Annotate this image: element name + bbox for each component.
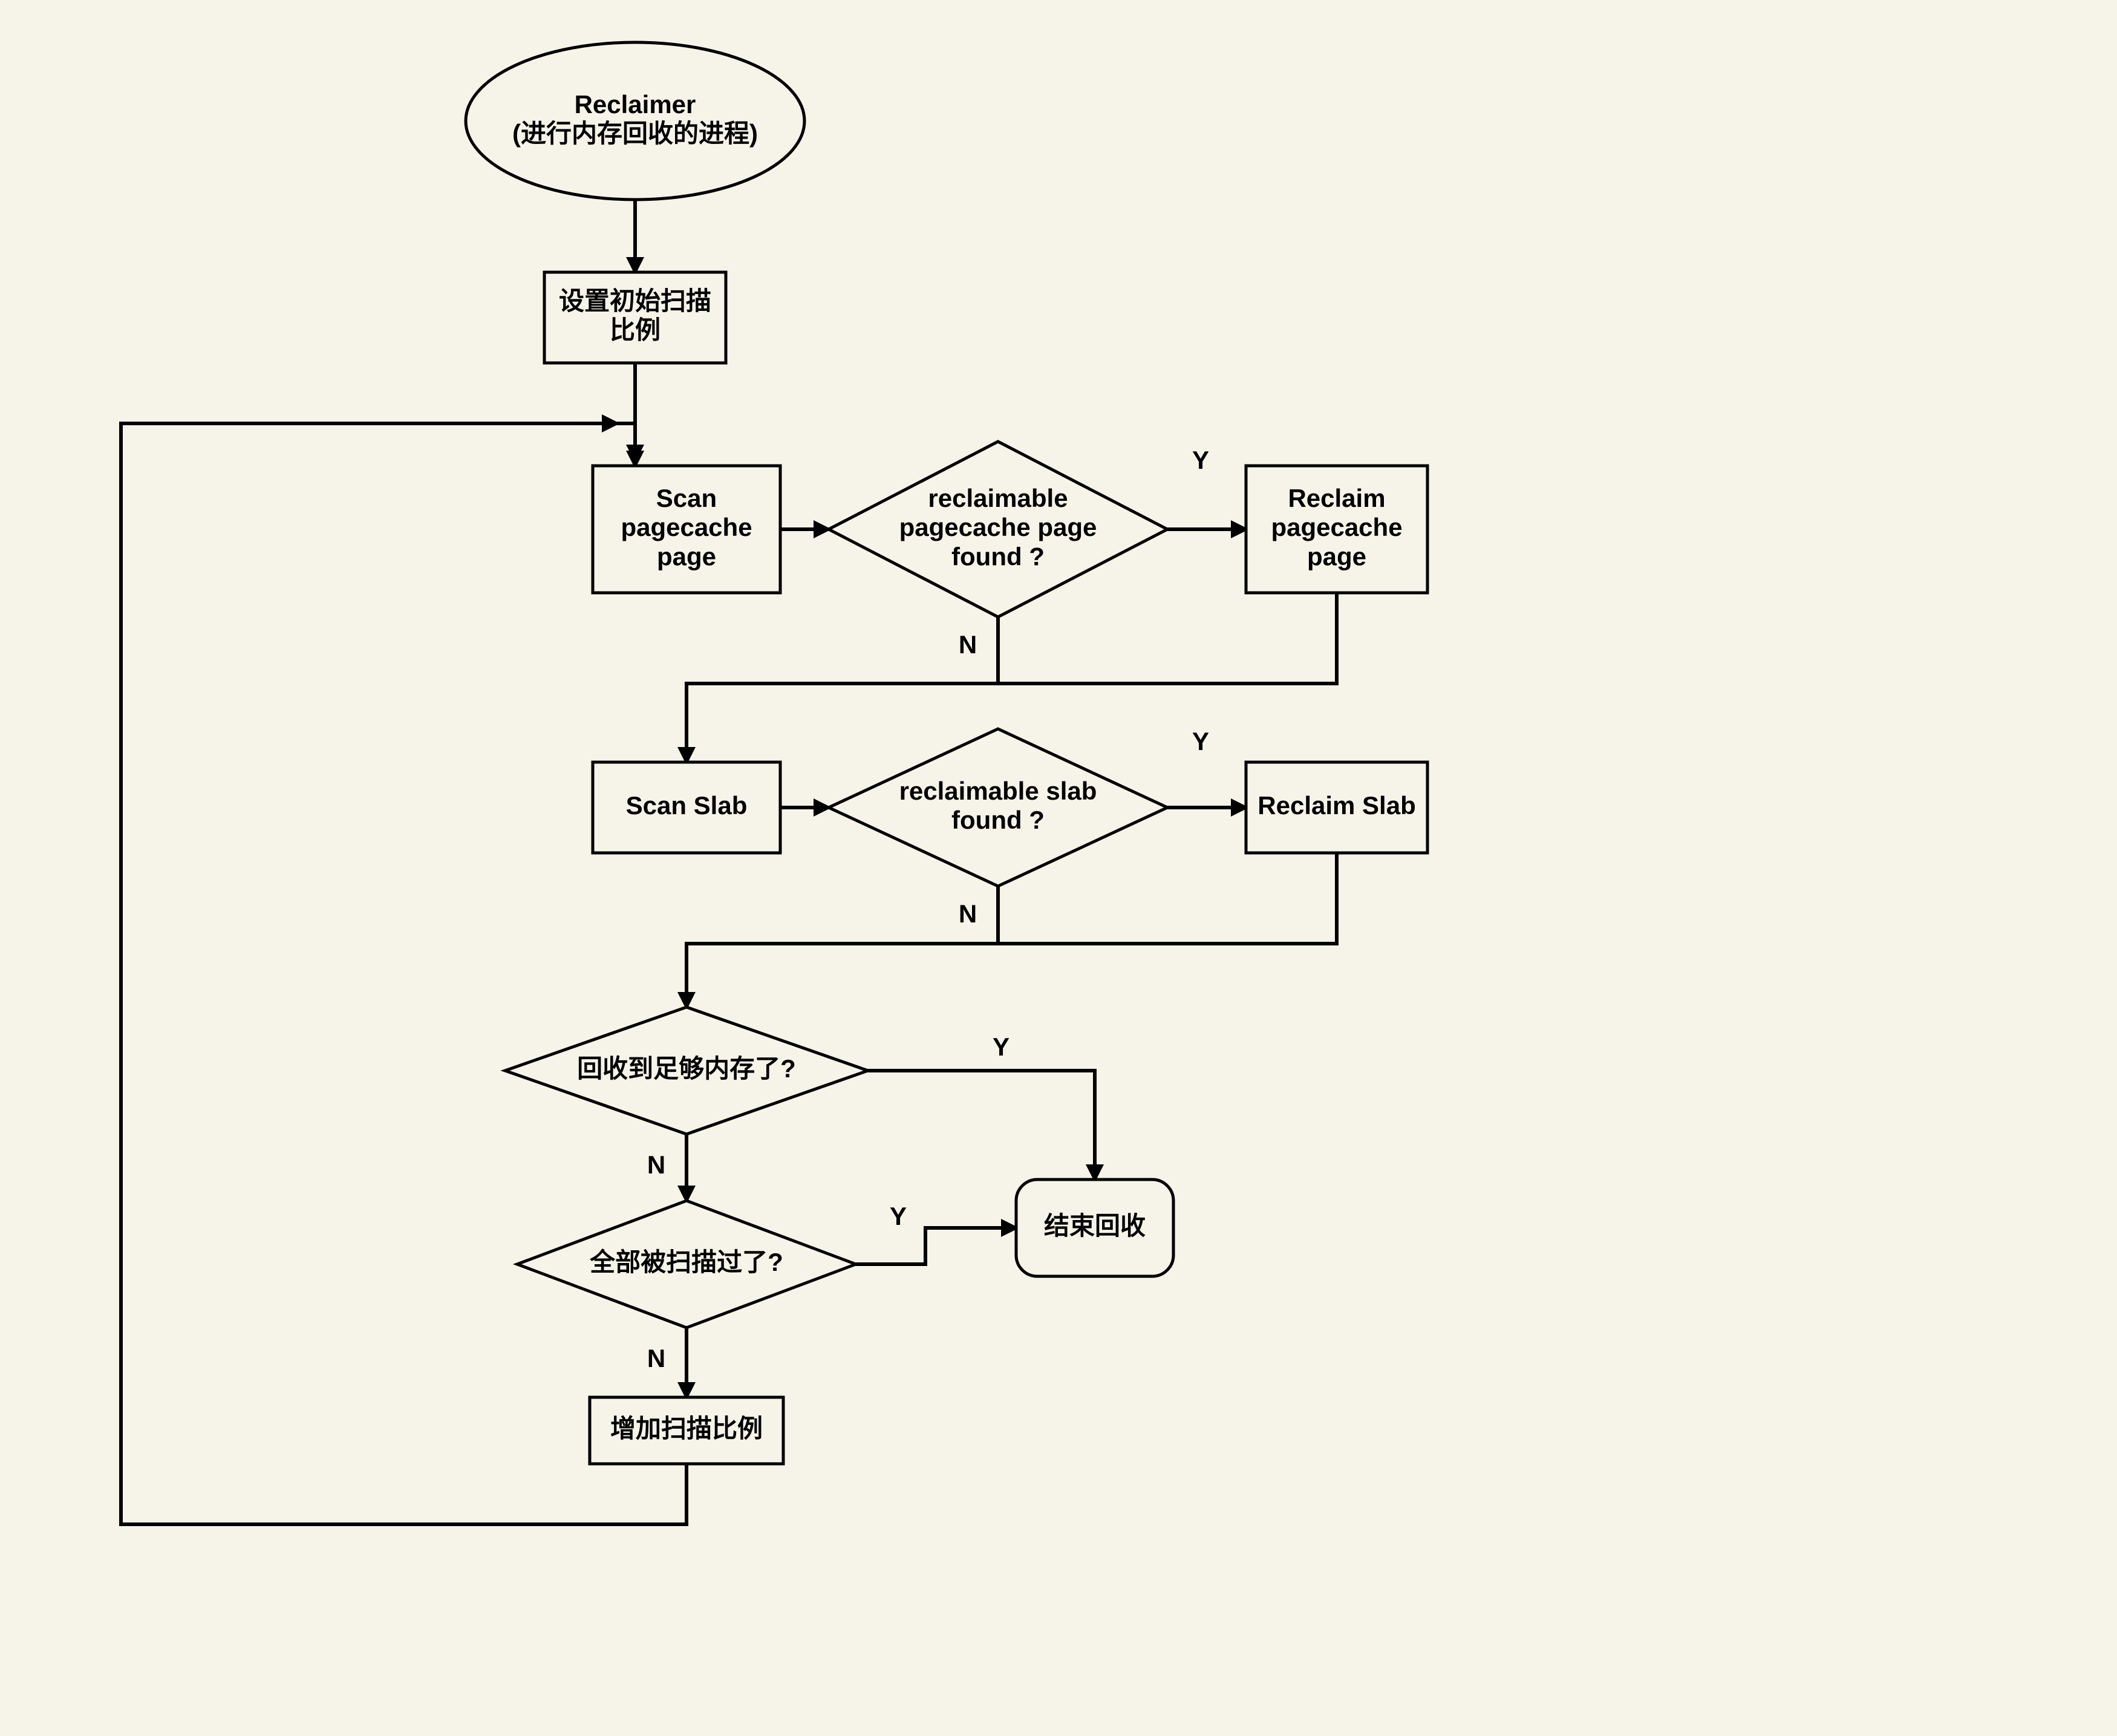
- node-dec_pc: reclaimablepagecache pagefound ?: [829, 442, 1167, 617]
- node-label-init-0: 设置初始扫描: [559, 287, 711, 315]
- node-label-dec_allscanned-0: 全部被扫描过了?: [589, 1248, 783, 1276]
- edge-label-e4: Y: [1192, 446, 1209, 474]
- node-label-scan_pc-2: page: [657, 542, 716, 570]
- node-dec_slab: reclaimable slabfound ?: [829, 729, 1167, 886]
- node-label-inc-0: 增加扫描比例: [610, 1414, 763, 1443]
- edge-label-e12: N: [647, 1344, 665, 1372]
- node-label-scan_pc-0: Scan: [656, 484, 717, 512]
- node-label-dec_pc-0: reclaimable: [928, 484, 1068, 512]
- node-scan_pc: Scanpagecachepage: [593, 466, 780, 593]
- node-label-rec_slab-0: Reclaim Slab: [1257, 791, 1415, 820]
- node-label-rec_pc-1: pagecache: [1271, 513, 1402, 541]
- node-dec_allscanned: 全部被扫描过了?: [517, 1201, 856, 1328]
- node-inc: 增加扫描比例: [590, 1397, 783, 1464]
- node-label-rec_pc-2: page: [1307, 542, 1366, 570]
- nodes: Reclaimer(进行内存回收的进程)设置初始扫描比例Scanpagecach…: [466, 42, 1427, 1464]
- edge-label-e8: N: [959, 899, 977, 928]
- node-start: Reclaimer(进行内存回收的进程): [466, 42, 804, 200]
- edge-e9: [868, 1071, 1095, 1180]
- edge-e11: [856, 1228, 1016, 1264]
- node-label-dec_pc-2: found ?: [951, 542, 1045, 570]
- node-rec_pc: Reclaimpagecachepage: [1246, 466, 1427, 593]
- node-init: 设置初始扫描比例: [544, 272, 726, 363]
- node-label-dec_slab-0: reclaimable slab: [899, 777, 1097, 805]
- node-label-dec_enough-0: 回收到足够内存了?: [577, 1054, 796, 1083]
- node-label-rec_pc-0: Reclaim: [1288, 484, 1385, 512]
- node-label-dec_pc-1: pagecache page: [899, 513, 1097, 541]
- node-label-init-1: 比例: [610, 316, 661, 344]
- node-scan_slab: Scan Slab: [593, 762, 780, 853]
- edge-label-e9: Y: [993, 1033, 1010, 1061]
- node-label-scan_pc-1: pagecache: [621, 513, 752, 541]
- node-label-start-0: Reclaimer: [575, 90, 696, 119]
- node-dec_enough: 回收到足够内存了?: [505, 1007, 868, 1134]
- edge-label-e11: Y: [890, 1202, 907, 1230]
- edge-label-e5: N: [959, 630, 977, 659]
- node-end: 结束回收: [1016, 1180, 1173, 1276]
- node-rec_slab: Reclaim Slab: [1246, 762, 1427, 853]
- edge-e5: [687, 617, 998, 762]
- edges: Y N Y N Y N Y N: [121, 200, 1337, 1524]
- node-label-start-1: (进行内存回收的进程): [512, 119, 758, 148]
- flowchart: Y N Y N Y N Y N Reclaimer(进行内存回收的进程) 设置初始扫描比例 Scan…: [0, 0, 2117, 1736]
- edge-e8: [687, 886, 998, 1007]
- edge-label-e7: Y: [1192, 727, 1209, 755]
- edge-label-e10: N: [647, 1150, 665, 1179]
- node-label-end-0: 结束回收: [1044, 1212, 1146, 1240]
- node-label-dec_slab-1: found ?: [951, 806, 1045, 834]
- node-label-scan_slab-0: Scan Slab: [626, 791, 748, 820]
